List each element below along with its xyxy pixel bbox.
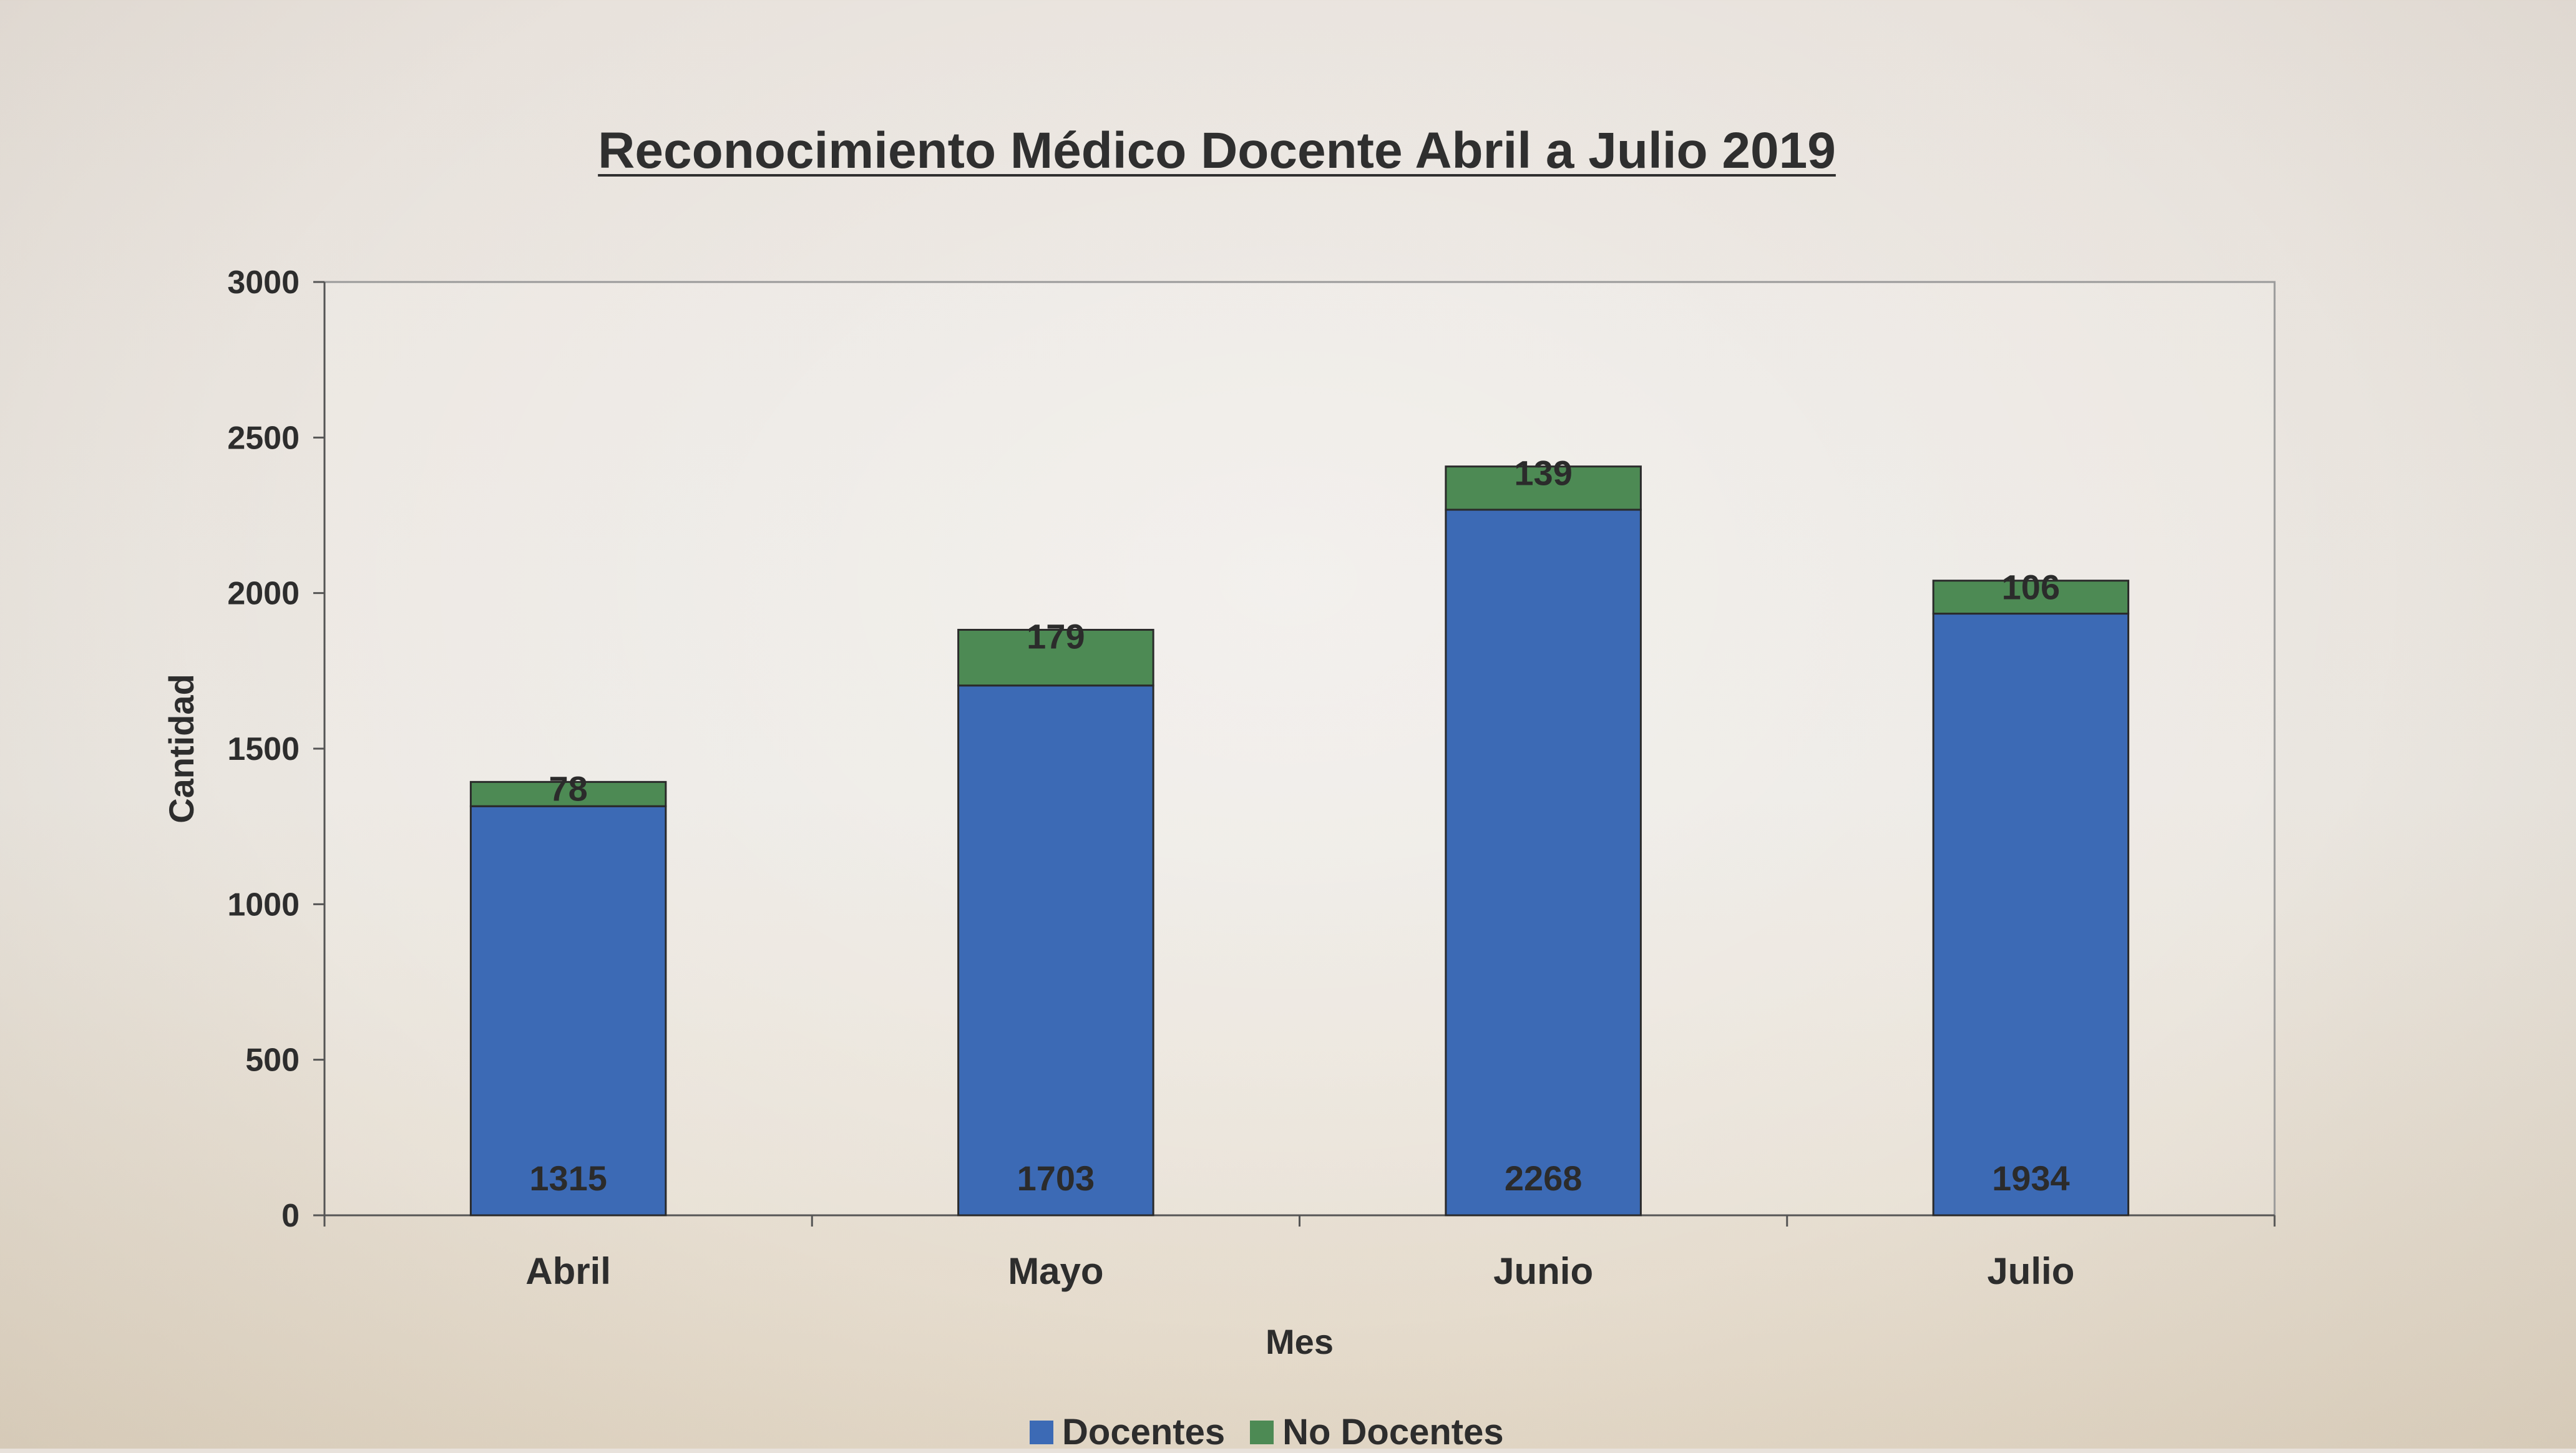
legend: Docentes No Docentes — [1030, 1411, 1504, 1453]
data-label: 2268 — [1505, 1159, 1583, 1198]
data-label: 106 — [2002, 568, 2060, 607]
x-axis-title: Mes — [1266, 1322, 1334, 1361]
legend-swatch-docentes — [1030, 1420, 1053, 1444]
legend-label-no-docentes: No Docentes — [1282, 1412, 1504, 1452]
data-label: 139 — [1514, 454, 1572, 493]
bar-docentes-julio — [1932, 613, 2130, 1217]
legend-item-docentes: Docentes — [1030, 1411, 1225, 1453]
x-tick-label: Junio — [1493, 1250, 1593, 1292]
bar-no-docentes-junio — [1445, 465, 1642, 511]
legend-label-docentes: Docentes — [1062, 1412, 1226, 1452]
y-tick-label: 1500 — [227, 731, 300, 767]
y-tick-label: 1000 — [227, 887, 300, 923]
legend-item-no-docentes: No Docentes — [1250, 1411, 1504, 1453]
y-tick-label: 3000 — [227, 265, 300, 301]
data-label: 1703 — [1017, 1159, 1095, 1198]
bar-docentes-junio — [1445, 508, 1642, 1217]
y-tick-label: 500 — [245, 1042, 300, 1079]
y-tick-label: 2500 — [227, 420, 300, 456]
bar-no-docentes-abril — [469, 780, 667, 807]
bar-docentes-mayo — [957, 684, 1154, 1217]
x-tick-label: Abril — [525, 1250, 611, 1292]
bar-no-docentes-julio — [1932, 580, 2130, 615]
bar-no-docentes-mayo — [957, 629, 1154, 687]
y-tick-label: 0 — [281, 1198, 300, 1234]
data-label: 1934 — [1992, 1159, 2070, 1198]
data-label: 1315 — [529, 1159, 607, 1198]
x-tick-label: Julio — [1987, 1250, 2074, 1292]
data-label: 78 — [549, 769, 587, 808]
bar-docentes-abril — [469, 805, 667, 1217]
data-label: 179 — [1027, 617, 1085, 656]
x-tick-label: Mayo — [1008, 1250, 1103, 1292]
chart-title: Reconocimiento Médico Docente Abril a Ju… — [598, 122, 1836, 179]
y-tick-label: 2000 — [227, 576, 300, 612]
legend-swatch-no-docentes — [1250, 1420, 1274, 1444]
y-axis-title: Cantidad — [162, 674, 201, 824]
